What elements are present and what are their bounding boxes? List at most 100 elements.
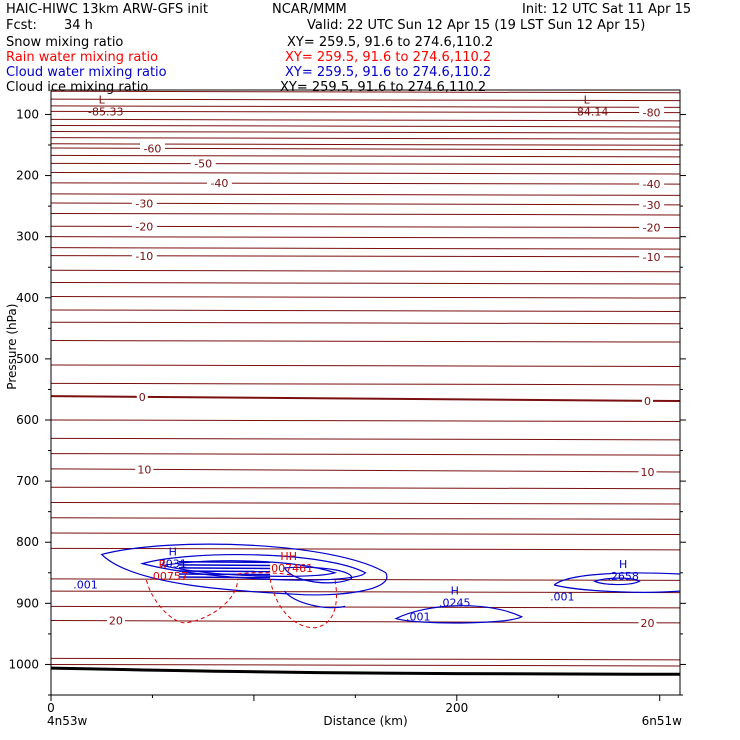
contour-label: 10 [641, 466, 655, 479]
isotherm-line [50, 486, 681, 490]
isotherm-line [50, 124, 681, 128]
isotherm-line [50, 98, 681, 102]
contour-label: -10 [643, 251, 661, 264]
isotherm-line [50, 309, 681, 312]
contour-label-bg [131, 197, 157, 210]
field-label-cloud-water: Cloud water mixing ratio [6, 65, 167, 80]
x-tick-label: 200 [445, 701, 468, 715]
valid-time: Valid: 22 UTC Sun 12 Apr 15 (19 LST Sun … [307, 18, 646, 33]
isotherm-line [50, 547, 681, 551]
cloud-water-high-marker: H [619, 558, 627, 571]
right-endpoint-label: 6n51w [642, 714, 683, 728]
cloud-water-contour [553, 572, 681, 593]
contour-label-bg [206, 177, 232, 190]
temperature-contour [50, 395, 681, 403]
isotherm-line [50, 453, 681, 456]
field-xy-snow: XY= 259.5, 91.6 to 274.6,110.2 [287, 35, 494, 50]
isotherm-line [50, 502, 681, 505]
cloud-water-contour [178, 561, 271, 564]
isotherm-line [50, 364, 681, 367]
rain-value: .00757 [149, 570, 188, 583]
contour-label: 10 [137, 463, 151, 476]
cloud-water-contour [100, 543, 388, 596]
contour-label-bg [638, 465, 657, 478]
contour-label-bg [136, 390, 148, 403]
cloud-water-contour-label: .001 [550, 590, 575, 603]
y-tick-label: 800 [16, 535, 39, 549]
cloud-water-contour-label: .001 [73, 579, 98, 592]
field-label-rain: Rain water mixing ratio [6, 50, 159, 65]
rain-value: .007461 [268, 562, 314, 575]
contour-label: -40 [643, 178, 661, 191]
cloud-water-contour [394, 605, 524, 624]
cloud-water-value: 7031 [159, 557, 187, 570]
low-marker: L [99, 93, 106, 106]
contour-label-bg [139, 142, 165, 155]
contour-label: -20 [643, 221, 661, 234]
contour-label: -80 [643, 107, 661, 120]
isotherm-line [50, 131, 681, 134]
isotherm-line [50, 212, 681, 216]
y-tick-label: 600 [16, 413, 39, 427]
contour-label: -30 [135, 197, 153, 210]
low-marker: L [584, 93, 591, 106]
x-tick-label: 0 [47, 701, 55, 715]
isotherm-line [50, 90, 681, 94]
cloud-water-value: .2658 [607, 570, 639, 583]
cloud-water-contour [593, 577, 641, 586]
x-axis-title: Distance (km) [323, 714, 407, 728]
rain-contour [145, 578, 239, 624]
contour-label: -20 [135, 220, 153, 233]
contour-label: 0 [139, 391, 146, 404]
rain-max-marker: HH [280, 550, 297, 563]
field-xy-rain: XY= 259.5, 91.6 to 274.6,110.2 [285, 50, 492, 65]
isotherm-line [50, 137, 681, 140]
contour-label-bg [639, 250, 665, 263]
isotherm-line [50, 590, 681, 594]
left-endpoint-label: 4n53w [47, 714, 88, 728]
contour-label-bg [106, 614, 125, 627]
y-tick-label: 300 [16, 230, 39, 244]
cloud-water-high-marker: H [169, 545, 177, 558]
isotherm-line [50, 321, 681, 325]
temperature-contour [50, 162, 681, 166]
contour-label: 20 [641, 617, 655, 630]
cloud-water-contour [178, 570, 271, 573]
forecast-hours: 34 h [64, 18, 93, 33]
temperature-contour [50, 182, 681, 185]
temperature-contour [50, 110, 681, 114]
isotherm-line [50, 269, 681, 273]
y-axis-title: Pressure (hPa) [5, 304, 19, 390]
field-xy-cloud-water: XY= 259.5, 91.6 to 274.6,110.2 [285, 65, 492, 80]
isotherm-line [50, 663, 681, 667]
isotherm-line [50, 578, 681, 581]
contour-label-bg [639, 198, 665, 211]
contour-label: 20 [109, 615, 123, 628]
isotherm-line [50, 296, 681, 299]
field-xy-cloud-ice: XY= 259.5, 91.6 to 274.6,110.2 [280, 80, 487, 95]
isotherm-line [50, 236, 681, 239]
rain-contour [237, 572, 295, 577]
temperature-contour [50, 619, 681, 624]
y-tick-label: 100 [16, 107, 39, 121]
field-label-snow: Snow mixing ratio [6, 35, 124, 50]
cloud-water-contour [283, 566, 353, 584]
isotherm-line [50, 154, 681, 158]
rain-max-marker: R [159, 558, 167, 571]
isotherm-line [50, 340, 681, 343]
contour-label-bg [642, 394, 654, 407]
isotherm-line [50, 517, 681, 520]
isotherm-line [50, 118, 681, 122]
isotherm-line [50, 382, 681, 386]
y-tick-label: 700 [16, 474, 39, 488]
low-value: -84.14 [573, 105, 608, 118]
surface-line [50, 666, 681, 676]
contour-label-bg [639, 221, 665, 234]
plot-frame [50, 89, 681, 696]
contour-label-bg [131, 249, 157, 262]
contour-label: -30 [643, 199, 661, 212]
temperature-contour [50, 468, 681, 473]
isotherm-line [50, 247, 681, 250]
isotherm-line [50, 282, 681, 285]
